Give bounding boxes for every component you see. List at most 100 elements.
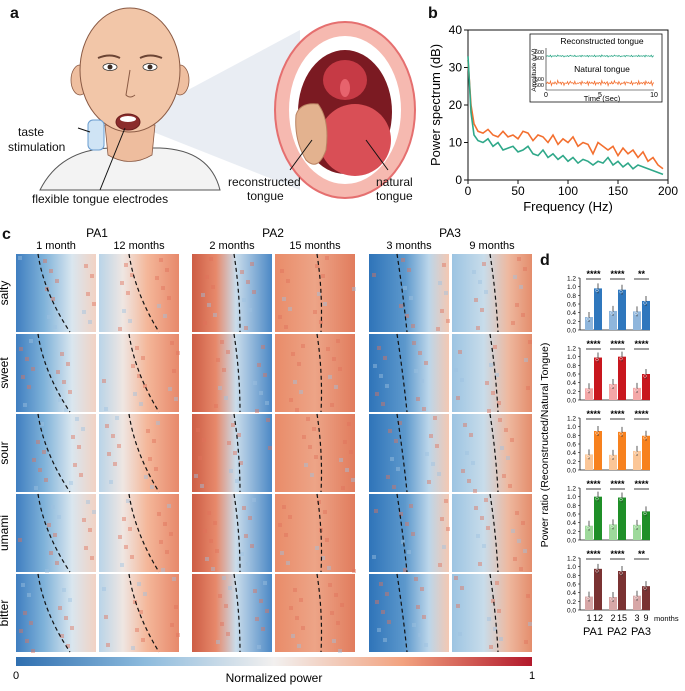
- heatmap-speck: [252, 498, 256, 502]
- heatmap-speck: [170, 341, 174, 345]
- inset-y-label: Amplitude (μV): [531, 48, 538, 91]
- heatmap-speck: [416, 397, 420, 401]
- heatmap-speck: [257, 363, 261, 367]
- heatmap-speck: [412, 341, 416, 345]
- inset-x-label: Time (Sec): [584, 94, 621, 103]
- timepoint-label: 9 months: [469, 240, 515, 252]
- heatmap-cell: [99, 334, 179, 412]
- heatmap-speck: [317, 500, 321, 504]
- inset-bottom-title: Natural tongue: [574, 64, 630, 74]
- heatmap-speck: [286, 279, 290, 283]
- heatmap-speck: [431, 462, 435, 466]
- heatmap-speck: [150, 485, 154, 489]
- heatmap-cell: [99, 494, 179, 572]
- boundary-line: [396, 413, 408, 493]
- inset-x-tick-label: 0: [544, 92, 548, 99]
- boundary-line: [37, 493, 71, 573]
- heatmap-speck: [332, 357, 336, 361]
- heatmap-cell: [99, 414, 179, 492]
- boundary-line: [396, 573, 408, 653]
- heatmap-speck: [226, 350, 230, 354]
- subplot-y-tick-label: 0.8: [567, 573, 576, 580]
- heatmap-speck: [463, 423, 467, 427]
- boundary-line: [316, 413, 323, 493]
- heatmap-speck: [38, 468, 42, 472]
- heatmap-cell: [452, 334, 532, 412]
- subplot-y-tick-label: 1.0: [567, 494, 576, 501]
- heatmap-speck: [418, 633, 422, 637]
- heatmap-speck: [115, 416, 119, 420]
- boundary-line: [128, 573, 160, 653]
- significance-label: ****: [634, 409, 649, 419]
- heatmap-speck: [224, 396, 228, 400]
- heatmap-speck: [523, 267, 527, 271]
- heatmap-speck: [167, 504, 171, 508]
- heatmap-speck: [222, 368, 226, 372]
- heatmap-speck: [107, 452, 111, 456]
- y-tick-label: 40: [449, 23, 463, 37]
- heatmap-speck: [36, 440, 40, 444]
- heatmap-speck: [102, 379, 106, 383]
- heatmap-speck: [143, 384, 147, 388]
- heatmap-speck: [317, 292, 321, 296]
- heatmap-speck: [169, 532, 173, 536]
- heatmap-speck: [45, 569, 49, 573]
- heatmap-speck: [60, 634, 64, 638]
- heatmap-speck: [242, 298, 246, 302]
- heatmap-speck: [476, 326, 480, 330]
- heatmap-speck: [399, 304, 403, 308]
- data-point: [610, 311, 614, 315]
- heatmap-speck: [487, 617, 491, 621]
- data-point: [586, 388, 590, 392]
- heatmap-speck: [498, 418, 502, 422]
- heatmap-speck: [411, 532, 415, 536]
- data-point: [634, 311, 638, 315]
- data-point: [595, 357, 599, 362]
- heatmap-speck: [416, 605, 420, 609]
- heatmap-speck: [263, 373, 267, 377]
- heatmap-speck: [385, 384, 389, 388]
- heatmap-speck: [259, 599, 263, 603]
- heatmap-cell: [369, 414, 449, 492]
- heatmap-speck: [227, 441, 231, 445]
- heatmap-speck: [485, 381, 489, 385]
- heatmap-speck: [246, 562, 250, 566]
- heatmap-speck: [60, 352, 64, 356]
- heatmap-speck: [27, 385, 31, 389]
- heatmap-speck: [519, 567, 523, 571]
- subplot-y-tick-label: 0.8: [567, 293, 576, 300]
- boundary-line: [233, 493, 241, 573]
- heatmap-cell: [99, 574, 179, 652]
- data-point: [619, 290, 623, 294]
- heatmap-speck: [338, 367, 342, 371]
- taste-label-line2: stimulation: [8, 140, 66, 154]
- heatmap-speck: [143, 592, 147, 596]
- heatmap-cell: [452, 254, 532, 332]
- heatmap-cell: [275, 414, 355, 492]
- heatmap-speck: [111, 434, 115, 438]
- heatmap-speck: [266, 418, 270, 422]
- inset-top-title: Reconstructed tongue: [560, 36, 643, 46]
- panel-b-letter: b: [428, 5, 438, 22]
- heatmap-speck: [321, 556, 325, 560]
- heatmap-speck: [248, 516, 252, 520]
- heatmap-speck: [172, 577, 176, 581]
- heatmap-speck: [372, 555, 376, 559]
- heatmap-speck: [170, 623, 174, 627]
- heatmap-speck: [418, 351, 422, 355]
- heatmap-speck: [301, 626, 305, 630]
- heatmap-speck: [203, 321, 207, 325]
- heatmap-speck: [159, 258, 163, 262]
- heatmap-speck: [515, 303, 519, 307]
- left-eyebrow: [97, 54, 121, 59]
- taste-pointer: [77, 127, 91, 133]
- heatmap-speck: [467, 479, 471, 483]
- heatmap-speck: [66, 644, 70, 648]
- data-point: [619, 497, 623, 502]
- heatmap-speck: [106, 643, 110, 647]
- heatmap-speck: [495, 581, 499, 585]
- heatmap-speck: [373, 364, 377, 368]
- heatmap-speck: [23, 403, 27, 407]
- heatmap-speck: [422, 615, 426, 619]
- heatmap-speck: [250, 544, 254, 548]
